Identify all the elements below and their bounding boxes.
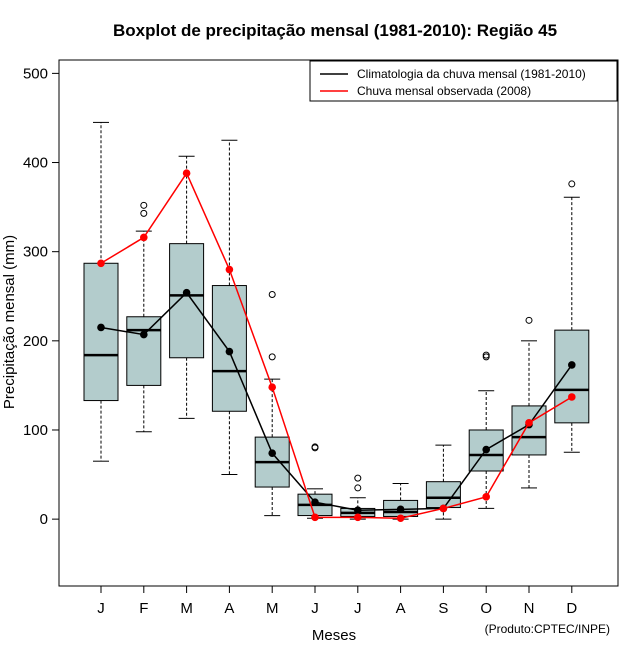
- outlier-point: [268, 290, 276, 298]
- x-tick-label: J: [311, 600, 319, 617]
- series-point: [268, 383, 277, 391]
- outlier-point: [354, 474, 362, 482]
- box-3: [169, 155, 205, 419]
- box-iqr: [83, 262, 119, 402]
- legend: Climatologia da chuva mensal (1981-2010)…: [309, 60, 618, 102]
- box-iqr: [511, 405, 547, 456]
- series-point: [354, 506, 362, 515]
- box-iqr: [554, 329, 590, 424]
- boxes-layer: [83, 121, 590, 520]
- x-tick-label: F: [139, 600, 148, 617]
- credit-text: (Produto:CPTEC/INPE): [485, 622, 610, 636]
- series-point: [268, 449, 277, 457]
- box-10: [468, 351, 504, 509]
- box-4: [211, 139, 247, 476]
- x-tick-label: S: [438, 600, 448, 617]
- box-9: [425, 444, 461, 520]
- series-point: [482, 445, 491, 454]
- series-point: [140, 330, 148, 339]
- outlier-point: [354, 484, 362, 492]
- series-point: [225, 347, 234, 356]
- series-climatology: [97, 288, 576, 515]
- x-tick-label: D: [566, 600, 577, 617]
- box-iqr: [126, 316, 162, 386]
- y-tick-label: 200: [23, 333, 48, 350]
- x-tick-label: M: [180, 600, 193, 617]
- chart-title: Boxplot de precipitação mensal (1981-201…: [113, 21, 557, 40]
- box-1: [83, 121, 119, 462]
- series-point: [311, 498, 319, 506]
- series-point: [525, 419, 533, 427]
- legend-label-observed: Chuva mensal observada (2008): [357, 84, 531, 98]
- y-tick-label: 400: [23, 155, 48, 172]
- y-tick-label: 100: [23, 422, 48, 439]
- box-12: [554, 180, 590, 453]
- box-2: [126, 201, 162, 433]
- series-point: [97, 259, 105, 268]
- series-point: [482, 493, 491, 501]
- outlier-point: [525, 316, 533, 324]
- legend-box: [309, 60, 618, 102]
- x-tick-label: A: [396, 600, 406, 617]
- x-tick-label: J: [354, 600, 362, 617]
- series-point: [568, 361, 576, 369]
- series-line: [100, 171, 573, 519]
- box-iqr: [425, 481, 461, 509]
- y-tick-label: 300: [23, 244, 48, 261]
- x-axis-label: Meses: [312, 627, 356, 644]
- x-tick-label: J: [97, 600, 105, 617]
- outlier-point: [482, 351, 490, 359]
- outlier-point: [140, 201, 148, 209]
- y-axis-label: Precipitação mensal (mm): [1, 235, 18, 409]
- series-line: [100, 291, 573, 511]
- x-tick-label: M: [266, 600, 279, 617]
- outlier-point: [268, 353, 276, 361]
- series-point: [140, 233, 148, 242]
- series-point: [182, 169, 191, 178]
- box-8: [383, 482, 419, 520]
- series-point: [311, 513, 319, 522]
- x-tick-label: A: [224, 600, 234, 617]
- series-point: [97, 323, 105, 332]
- y-axis: 0 100 200 300 400 500: [23, 65, 59, 528]
- legend-label-climatology: Climatologia da chuva mensal (1981-2010): [357, 67, 586, 81]
- x-tick-label: O: [480, 600, 492, 617]
- series-point: [568, 393, 576, 401]
- x-tick-label: N: [524, 600, 535, 617]
- series-point: [439, 504, 448, 513]
- series-point: [182, 288, 191, 297]
- series-point: [354, 513, 362, 522]
- series-observed: [97, 169, 576, 523]
- series-point: [396, 505, 405, 514]
- series-layer: [97, 169, 576, 523]
- y-tick-label: 0: [40, 511, 48, 528]
- outlier-point: [311, 443, 319, 451]
- outlier-point: [140, 209, 148, 217]
- outlier-point: [568, 180, 576, 188]
- box-iqr: [169, 243, 205, 359]
- plot-frame: [58, 59, 619, 587]
- box-5: [254, 290, 290, 517]
- box-11: [511, 316, 547, 489]
- y-tick-label: 500: [23, 65, 48, 82]
- series-point: [225, 265, 234, 274]
- series-point: [396, 514, 405, 523]
